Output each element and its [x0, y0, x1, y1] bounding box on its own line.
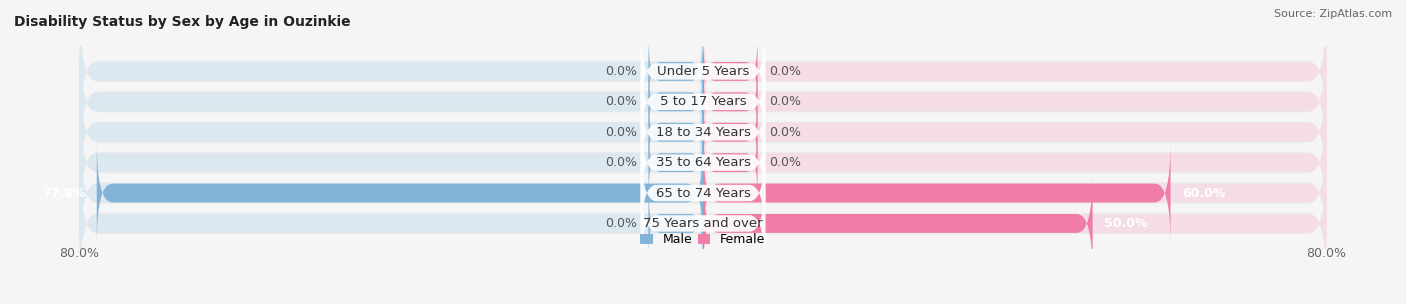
- FancyBboxPatch shape: [703, 172, 1092, 275]
- Text: 0.0%: 0.0%: [769, 156, 801, 169]
- FancyBboxPatch shape: [80, 36, 1326, 167]
- FancyBboxPatch shape: [641, 140, 765, 246]
- FancyBboxPatch shape: [648, 96, 703, 168]
- FancyBboxPatch shape: [80, 97, 1326, 228]
- FancyBboxPatch shape: [80, 166, 703, 281]
- FancyBboxPatch shape: [641, 110, 765, 215]
- FancyBboxPatch shape: [641, 49, 765, 154]
- FancyBboxPatch shape: [703, 126, 758, 199]
- Text: 75 Years and over: 75 Years and over: [643, 217, 763, 230]
- Text: 18 to 34 Years: 18 to 34 Years: [655, 126, 751, 139]
- Text: 5 to 17 Years: 5 to 17 Years: [659, 95, 747, 108]
- FancyBboxPatch shape: [97, 142, 703, 244]
- FancyBboxPatch shape: [641, 171, 765, 276]
- Legend: Male, Female: Male, Female: [636, 228, 770, 251]
- FancyBboxPatch shape: [80, 6, 1326, 137]
- FancyBboxPatch shape: [648, 66, 703, 138]
- Text: 0.0%: 0.0%: [605, 95, 637, 108]
- FancyBboxPatch shape: [80, 158, 1326, 289]
- FancyBboxPatch shape: [80, 14, 703, 129]
- FancyBboxPatch shape: [641, 80, 765, 185]
- FancyBboxPatch shape: [703, 96, 758, 168]
- Text: 0.0%: 0.0%: [769, 95, 801, 108]
- Text: 50.0%: 50.0%: [1104, 217, 1147, 230]
- FancyBboxPatch shape: [648, 126, 703, 199]
- Text: 77.8%: 77.8%: [42, 187, 86, 199]
- Text: 0.0%: 0.0%: [605, 156, 637, 169]
- FancyBboxPatch shape: [703, 35, 758, 108]
- FancyBboxPatch shape: [80, 136, 703, 250]
- FancyBboxPatch shape: [641, 19, 765, 124]
- FancyBboxPatch shape: [703, 142, 1171, 244]
- Text: 60.0%: 60.0%: [1182, 187, 1226, 199]
- FancyBboxPatch shape: [703, 66, 758, 138]
- FancyBboxPatch shape: [703, 14, 1326, 129]
- FancyBboxPatch shape: [80, 67, 1326, 198]
- FancyBboxPatch shape: [80, 44, 703, 159]
- FancyBboxPatch shape: [80, 105, 703, 220]
- FancyBboxPatch shape: [703, 75, 1326, 190]
- Text: Source: ZipAtlas.com: Source: ZipAtlas.com: [1274, 9, 1392, 19]
- Text: 35 to 64 Years: 35 to 64 Years: [655, 156, 751, 169]
- Text: 0.0%: 0.0%: [605, 217, 637, 230]
- Text: 0.0%: 0.0%: [769, 126, 801, 139]
- Text: Under 5 Years: Under 5 Years: [657, 65, 749, 78]
- Text: 65 to 74 Years: 65 to 74 Years: [655, 187, 751, 199]
- Text: Disability Status by Sex by Age in Ouzinkie: Disability Status by Sex by Age in Ouzin…: [14, 15, 350, 29]
- FancyBboxPatch shape: [80, 128, 1326, 258]
- Text: 80.0%: 80.0%: [1306, 247, 1347, 260]
- FancyBboxPatch shape: [703, 105, 1326, 220]
- Text: 0.0%: 0.0%: [605, 126, 637, 139]
- FancyBboxPatch shape: [80, 75, 703, 190]
- Text: 0.0%: 0.0%: [605, 65, 637, 78]
- FancyBboxPatch shape: [703, 166, 1326, 281]
- Text: 80.0%: 80.0%: [59, 247, 100, 260]
- Text: 0.0%: 0.0%: [769, 65, 801, 78]
- FancyBboxPatch shape: [648, 35, 703, 108]
- FancyBboxPatch shape: [648, 187, 703, 260]
- FancyBboxPatch shape: [703, 44, 1326, 159]
- FancyBboxPatch shape: [703, 136, 1326, 250]
